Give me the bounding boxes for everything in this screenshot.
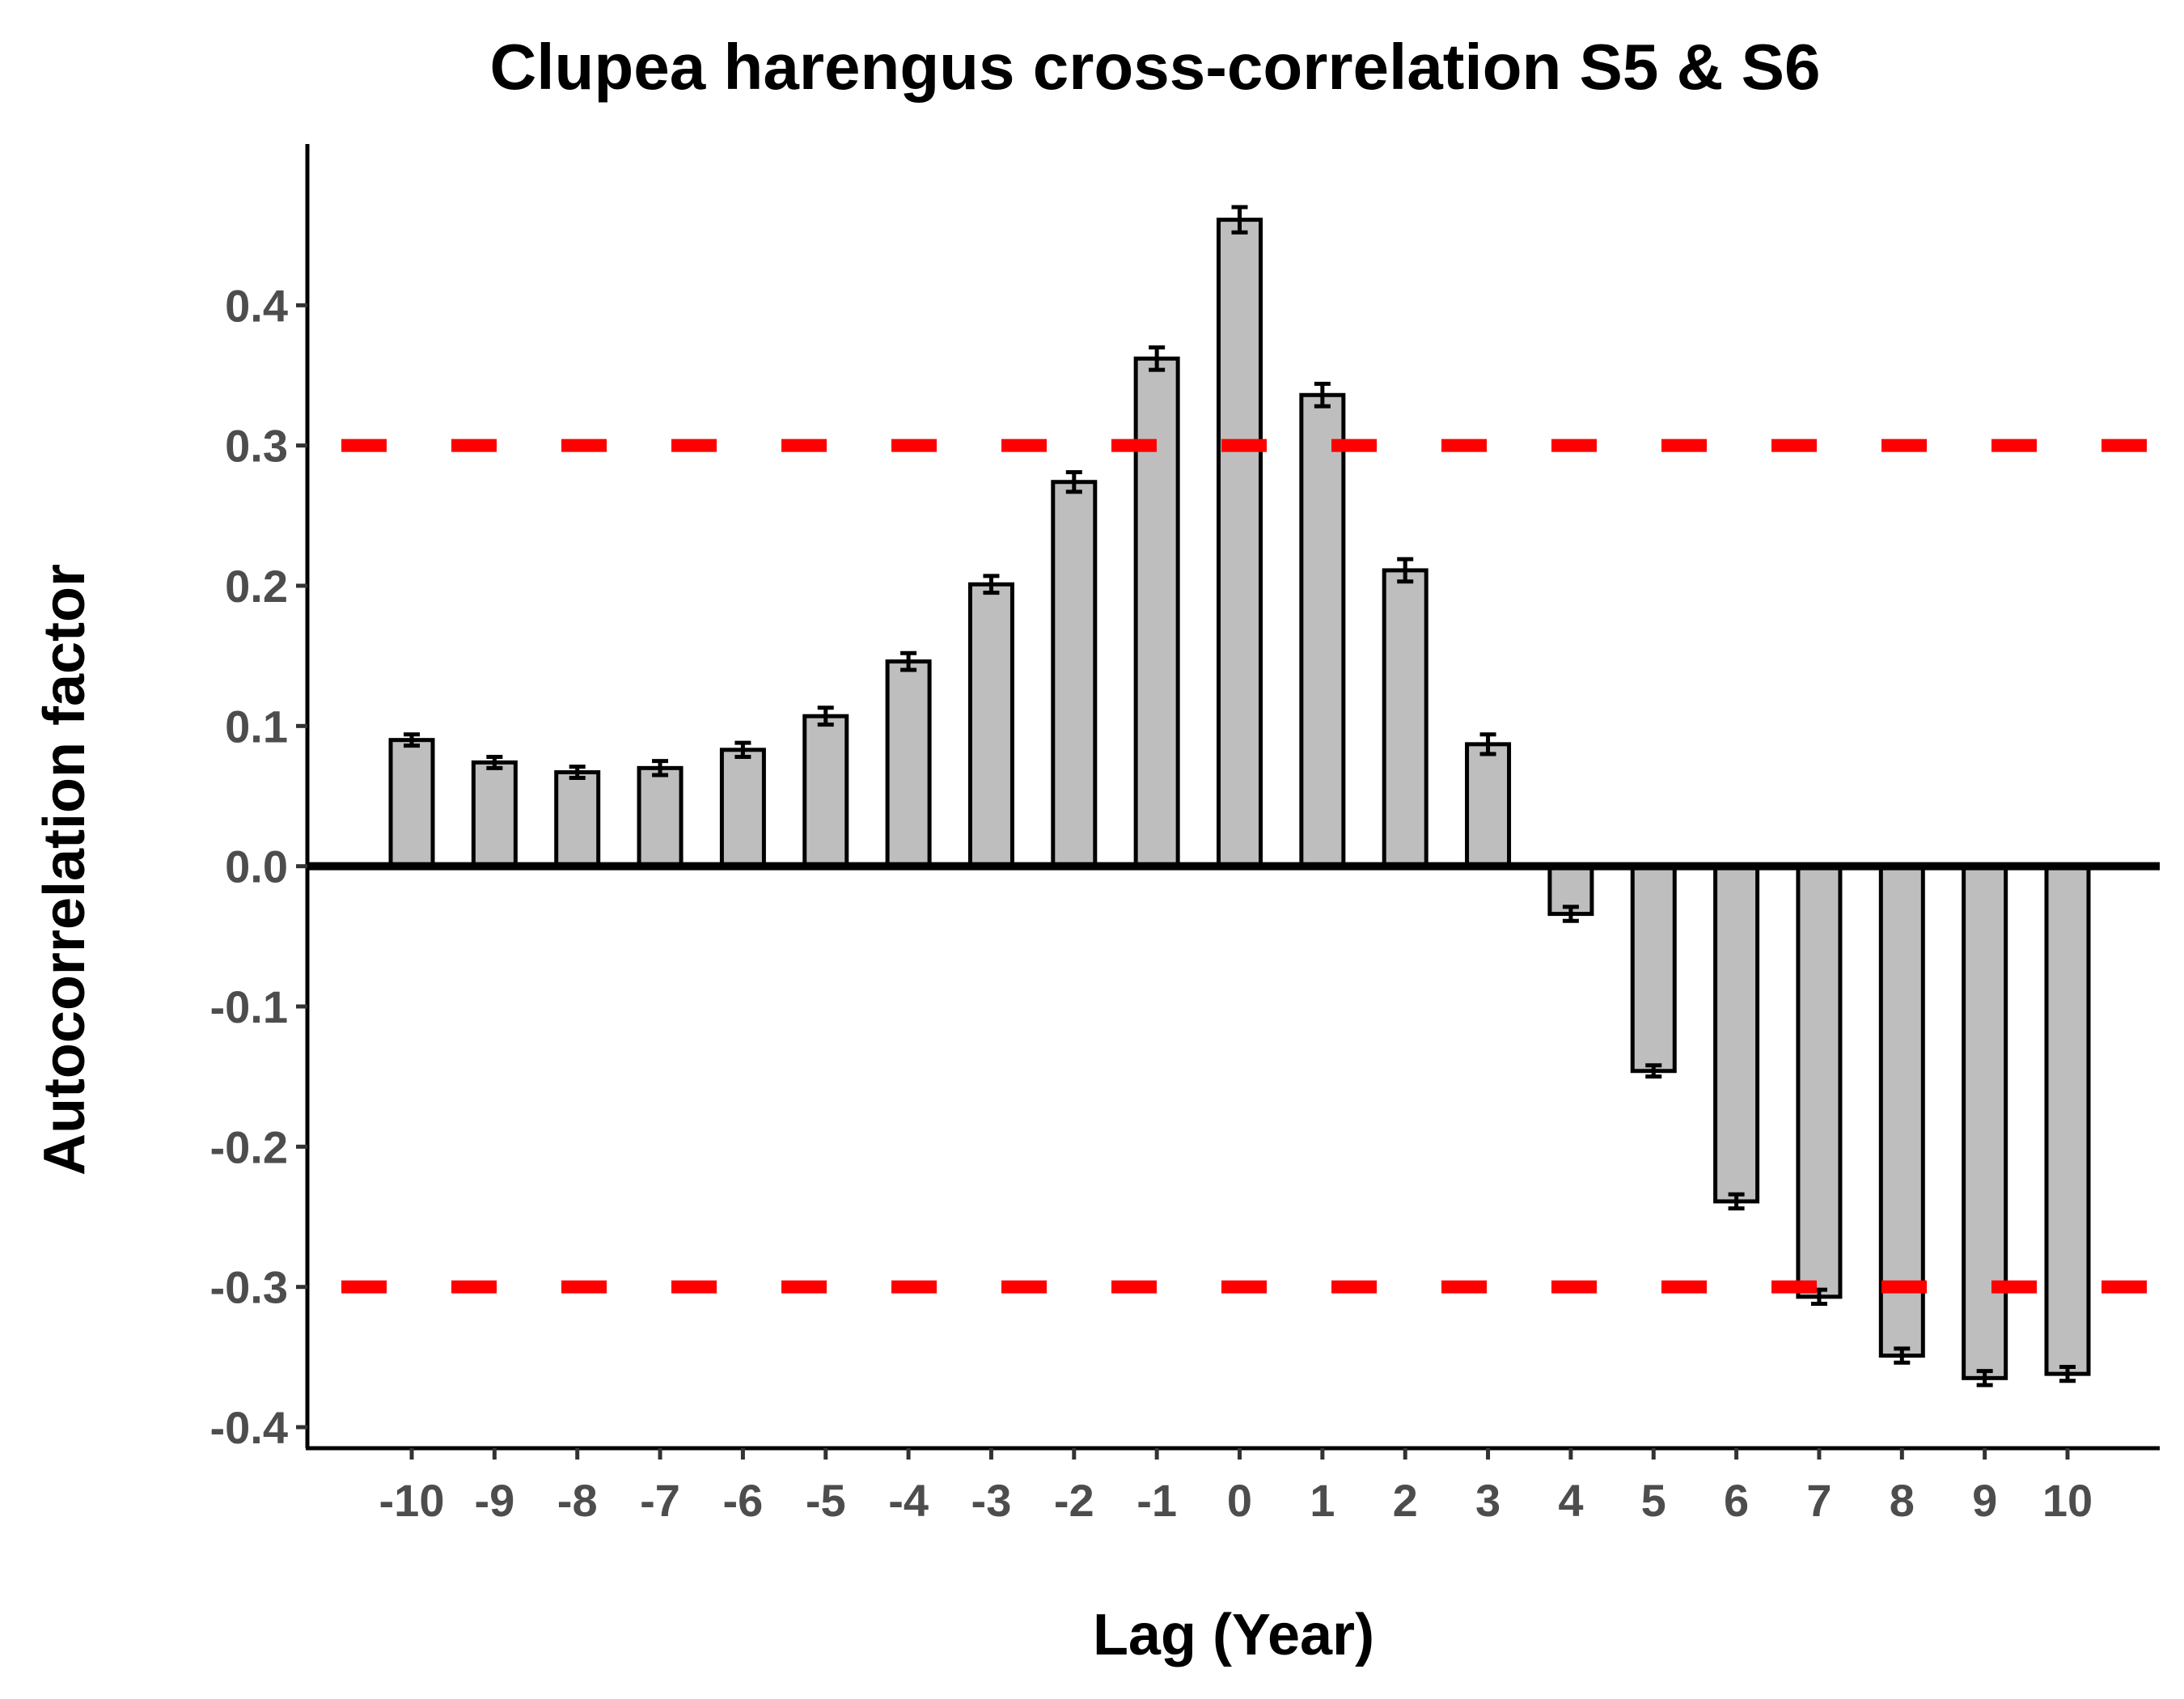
x-tick-label: 1 [1310, 1475, 1335, 1526]
error-bar-lag-2 [1397, 557, 1414, 584]
bar-lag-5 [1630, 864, 1677, 1074]
bar-lag--1 [1133, 356, 1180, 869]
bar-lag-10 [2044, 864, 2091, 1376]
x-tick-label: -5 [806, 1475, 846, 1526]
bar-lag-3 [1465, 742, 1512, 869]
x-tick-label: -1 [1136, 1475, 1177, 1526]
bar-lag--8 [554, 770, 601, 869]
x-tick-label: 10 [2042, 1475, 2093, 1526]
error-bar-lag--7 [652, 759, 669, 777]
error-bar-lag-10 [2059, 1364, 2076, 1383]
bar-lag-7 [1796, 864, 1843, 1299]
error-bar-lag--1 [1149, 345, 1166, 372]
error-bar-lag--9 [486, 754, 503, 770]
x-tick-label: 8 [1890, 1475, 1915, 1526]
bar-lag--7 [637, 765, 684, 869]
bar-lag--10 [388, 738, 435, 869]
y-tick-label: -0.1 [210, 981, 289, 1032]
x-tick-label: -7 [640, 1475, 680, 1526]
bar-lag--6 [719, 748, 766, 869]
y-tick-label: 0.3 [225, 421, 288, 472]
y-tick-label: 0.4 [225, 280, 288, 331]
error-bar-lag-3 [1479, 732, 1496, 756]
error-bar-lag-6 [1728, 1192, 1745, 1211]
error-bar-lag--8 [569, 765, 586, 780]
error-bar-lag--6 [734, 740, 751, 759]
bar-lag--5 [802, 714, 849, 869]
y-tick-label: 0.2 [225, 561, 288, 612]
y-tick-label: 0.1 [225, 701, 288, 752]
x-tick-label: 6 [1724, 1475, 1749, 1526]
x-tick-label: -9 [474, 1475, 514, 1526]
x-tick-label: -2 [1054, 1475, 1094, 1526]
x-tick-label: 0 [1227, 1475, 1252, 1526]
y-tick-label: 0.0 [225, 841, 288, 892]
x-tick-label: 5 [1641, 1475, 1666, 1526]
bar-lag-0 [1217, 218, 1263, 869]
plot-area: -0.4-0.3-0.2-0.10.00.10.20.30.4-10 -9 -8 -7… [210, 144, 2160, 1526]
x-tick-label: -6 [723, 1475, 764, 1526]
bar-lag-9 [1962, 864, 2008, 1380]
error-bar-lag--2 [1065, 470, 1082, 494]
error-bar-lag--5 [817, 705, 834, 727]
bar-lag-6 [1713, 864, 1760, 1204]
bar-lag-2 [1382, 568, 1428, 869]
bar-lag--9 [471, 760, 518, 869]
error-bar-lag-0 [1231, 205, 1248, 235]
error-bar-lag-9 [1976, 1369, 1993, 1388]
x-tick-label: 3 [1475, 1475, 1500, 1526]
x-tick-label: -10 [379, 1475, 445, 1526]
y-tick-label: -0.4 [210, 1402, 289, 1453]
x-tick-label: -4 [888, 1475, 929, 1526]
error-bar-lag--4 [900, 650, 917, 672]
chart-title: Clupea harengus cross-correlation S5 & S… [490, 31, 1821, 103]
bar-lag--2 [1051, 480, 1098, 869]
x-tick-label: -8 [557, 1475, 598, 1526]
error-bar-lag-4 [1562, 905, 1579, 923]
y-tick-label: -0.2 [210, 1121, 289, 1172]
error-bar-lag-5 [1645, 1063, 1662, 1079]
x-tick-label: 7 [1806, 1475, 1831, 1526]
error-bar-lag--10 [404, 732, 420, 748]
bar-lag--4 [885, 659, 932, 869]
x-tick-label: 9 [1972, 1475, 1997, 1526]
y-axis-title: Autocorrelation factor [32, 564, 97, 1176]
bar-lag--3 [967, 582, 1014, 869]
error-bar-lag-1 [1314, 381, 1331, 409]
x-tick-label: -3 [971, 1475, 1012, 1526]
x-axis-title: Lag (Year) [1093, 1603, 1374, 1667]
error-bar-lag--3 [983, 574, 1000, 595]
bar-lag-1 [1299, 392, 1346, 869]
y-tick-label: -0.3 [210, 1262, 289, 1313]
x-tick-label: 2 [1393, 1475, 1418, 1526]
error-bar-lag-8 [1894, 1346, 1911, 1365]
x-tick-label: 4 [1558, 1475, 1583, 1526]
